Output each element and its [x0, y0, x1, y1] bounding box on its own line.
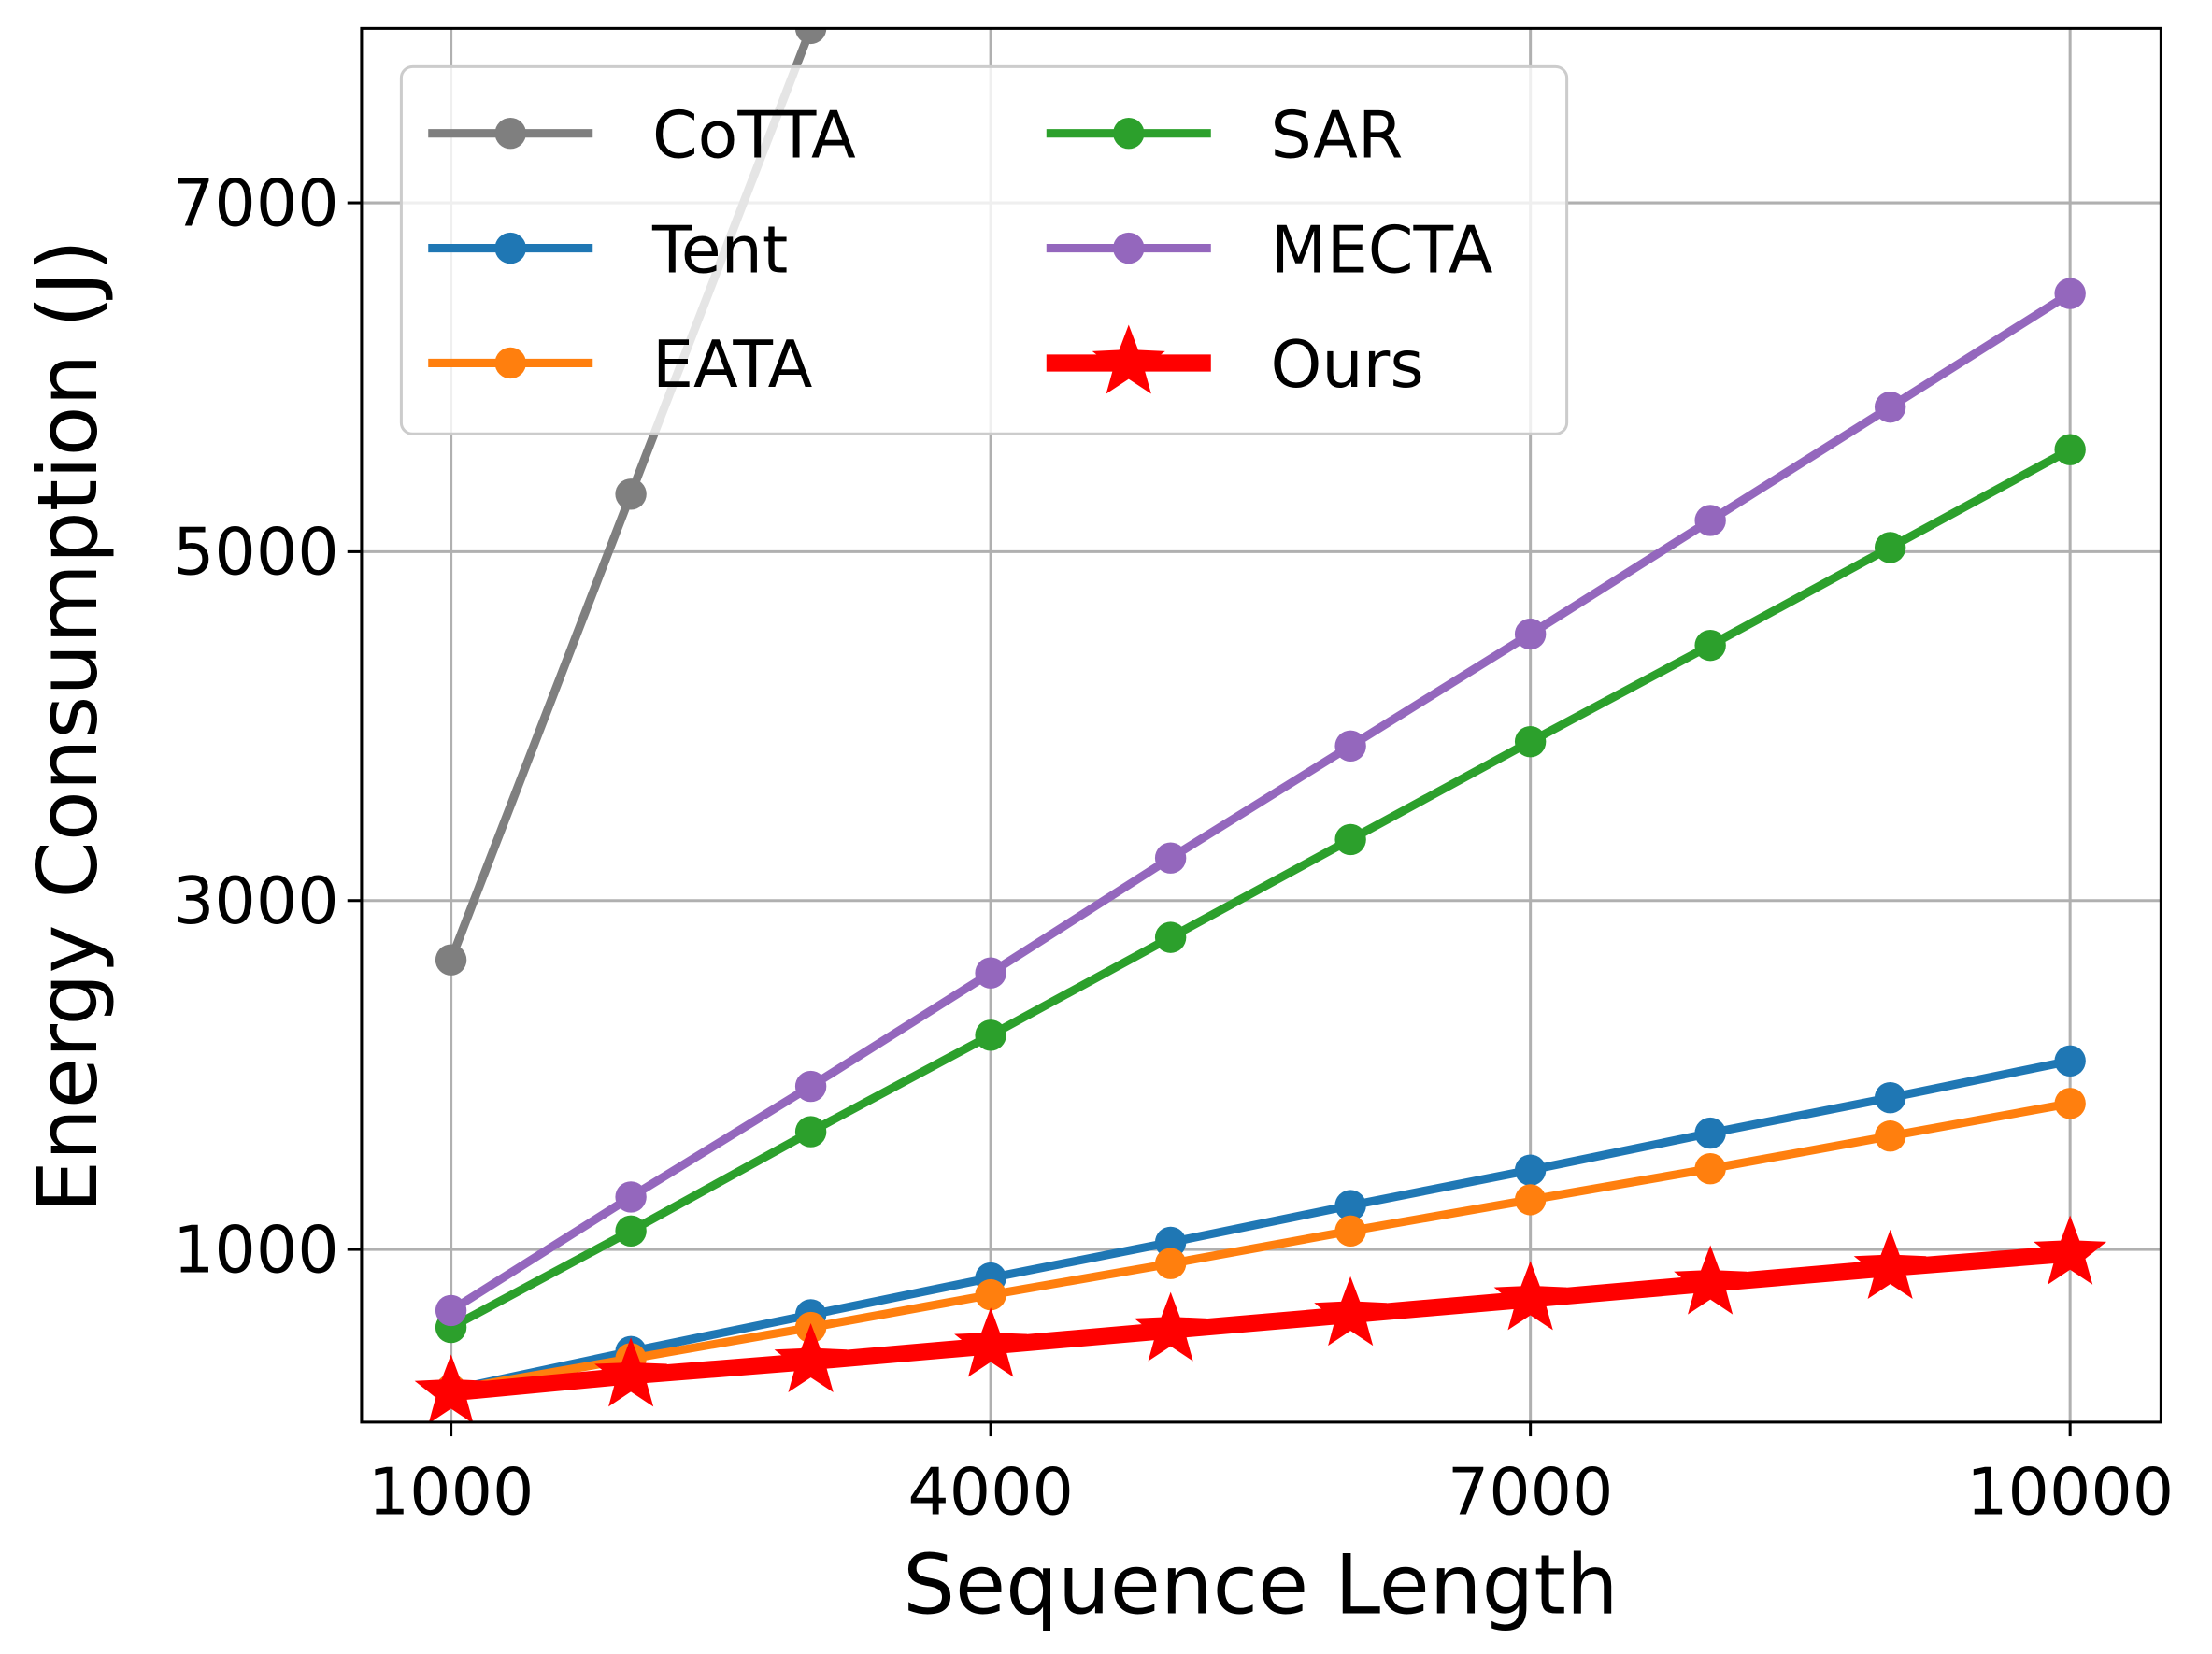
marker	[2054, 1045, 2086, 1077]
legend-label: EATA	[652, 327, 813, 403]
legend-label: SAR	[1271, 97, 1404, 173]
legend-marker	[1113, 117, 1145, 150]
y-tick-label: 3000	[173, 863, 339, 939]
ticks: 1000 4000 7000 10000 1000 3000 5000 7000	[173, 165, 2174, 1530]
marker	[1694, 629, 1726, 662]
legend-label: Ours	[1271, 327, 1424, 403]
marker	[1674, 1245, 1748, 1315]
series-line	[450, 1099, 2071, 1394]
series-line	[450, 1056, 2072, 1394]
x-tick-label: 10000	[1966, 1455, 2174, 1531]
marker	[2054, 1088, 2086, 1119]
marker	[615, 478, 647, 510]
marker	[435, 1294, 467, 1327]
marker	[1874, 1081, 1906, 1114]
legend: CoTTA Tent EATA SAR MECTA Ours	[399, 64, 1569, 435]
marker	[794, 1116, 827, 1148]
marker	[954, 1307, 1028, 1377]
series-line	[449, 290, 2073, 1315]
marker	[1314, 1276, 1388, 1347]
legend-label: MECTA	[1271, 212, 1493, 288]
legend-label: Tent	[651, 212, 788, 288]
marker	[435, 944, 467, 976]
legend-box	[399, 64, 1569, 435]
legend-marker	[494, 117, 526, 150]
x-axis-label: Sequence Length	[903, 1537, 1619, 1633]
marker	[615, 1215, 647, 1247]
y-tick-label: 1000	[173, 1212, 339, 1288]
y-tick-label: 7000	[173, 165, 339, 241]
marker	[2054, 434, 2086, 465]
marker	[1334, 1190, 1366, 1221]
marker	[794, 1070, 827, 1103]
marker	[1334, 1215, 1366, 1247]
legend-label: CoTTA	[652, 97, 856, 173]
marker	[774, 1322, 848, 1393]
marker	[594, 1337, 668, 1407]
marker	[1694, 1152, 1726, 1185]
marker	[1493, 1261, 1567, 1331]
marker	[794, 28, 827, 45]
legend-marker	[1113, 232, 1145, 264]
marker	[1874, 532, 1906, 563]
marker	[2034, 1215, 2107, 1285]
marker	[975, 1278, 1006, 1311]
series-line	[449, 446, 2073, 1332]
marker	[1334, 823, 1366, 856]
legend-marker	[1092, 324, 1165, 394]
x-tick-label: 1000	[368, 1455, 535, 1531]
marker	[1134, 1291, 1207, 1362]
marker	[1334, 730, 1366, 763]
y-tick-label: 5000	[173, 515, 339, 591]
x-tick-label: 4000	[907, 1455, 1074, 1531]
marker	[1154, 921, 1187, 953]
marker	[1874, 1120, 1906, 1152]
axes-frame	[360, 26, 2162, 1424]
legend-marker	[494, 347, 526, 379]
marker	[1874, 391, 1906, 423]
marker	[975, 957, 1006, 989]
marker	[1694, 505, 1726, 536]
marker	[1694, 1117, 1726, 1149]
marker	[1514, 1154, 1547, 1186]
marker	[414, 1354, 488, 1422]
plot-area	[414, 28, 2107, 1422]
marker	[1514, 1184, 1547, 1216]
marker	[615, 1181, 647, 1213]
y-axis-label: Energy Consumption (J)	[20, 239, 116, 1212]
marker	[1154, 842, 1187, 874]
x-tick-label: 7000	[1448, 1455, 1614, 1531]
marker	[2054, 278, 2086, 309]
marker	[1514, 725, 1547, 758]
marker	[1154, 1248, 1187, 1279]
legend-marker	[494, 232, 526, 264]
marker	[975, 1019, 1006, 1051]
marker	[1514, 618, 1547, 650]
marker	[1853, 1229, 1927, 1300]
series-line	[450, 1245, 2071, 1402]
